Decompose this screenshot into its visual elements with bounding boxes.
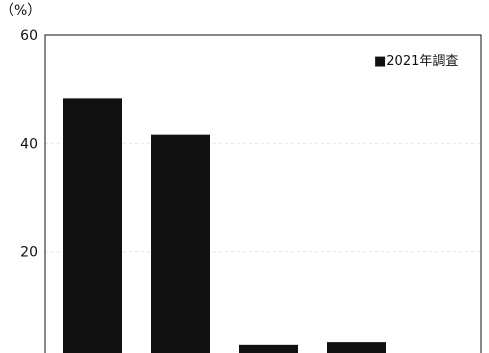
bars (63, 98, 386, 353)
bar (327, 342, 386, 353)
bar (239, 344, 298, 353)
plot-frame (44, 34, 482, 353)
y-tick-label: 60 (20, 28, 38, 44)
y-tick-label: 20 (20, 245, 38, 261)
y-axis-unit-label: （%） (0, 3, 41, 19)
axes (44, 34, 482, 353)
bar (151, 134, 210, 353)
y-tick-labels: 0204060 (20, 28, 38, 261)
legend-entry: ■2021年調査 (374, 54, 458, 69)
y-tick-label: 40 (20, 136, 38, 152)
bar (63, 98, 122, 353)
